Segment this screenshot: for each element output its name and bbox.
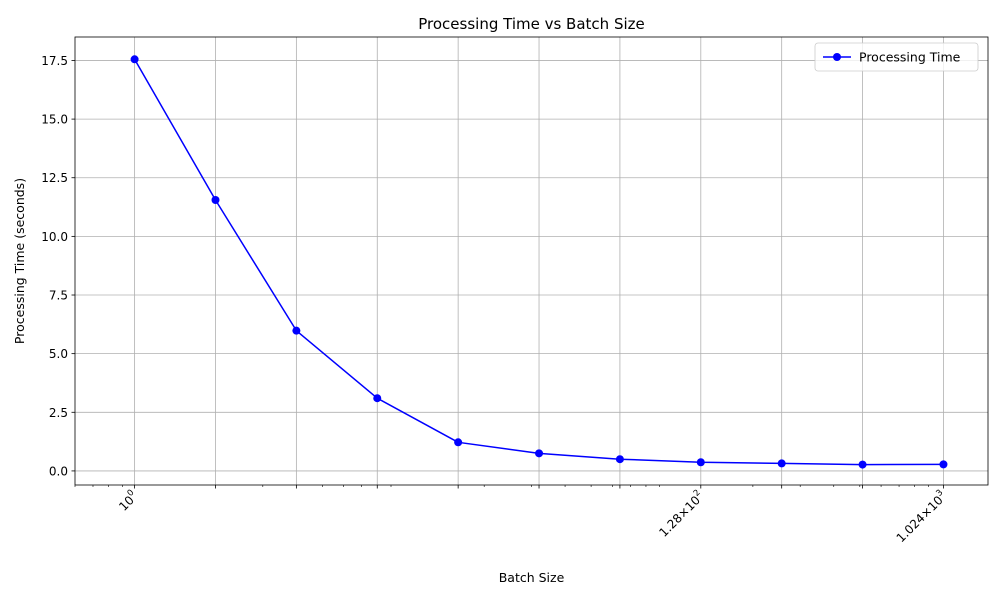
x-axis-label: Batch Size xyxy=(499,570,565,585)
x-tick-label-exponent: 2 xyxy=(692,488,703,499)
data-point xyxy=(858,460,867,469)
legend-marker xyxy=(833,53,841,61)
data-point xyxy=(939,460,948,469)
chart-title: Processing Time vs Batch Size xyxy=(418,15,644,33)
y-tick-label: 15.0 xyxy=(41,113,68,127)
data-point xyxy=(615,455,624,464)
x-tick-label-exponent: 3 xyxy=(934,488,945,499)
y-tick-label: 7.5 xyxy=(49,289,68,303)
data-point xyxy=(292,326,301,335)
y-tick-label: 10.0 xyxy=(41,230,68,244)
y-tick-label: 5.0 xyxy=(49,347,68,361)
y-tick-label: 12.5 xyxy=(41,171,68,185)
data-point xyxy=(130,55,139,64)
series-layer xyxy=(130,55,948,469)
data-point xyxy=(535,449,544,458)
grid xyxy=(75,37,988,485)
series-0 xyxy=(130,55,948,469)
y-axis-label: Processing Time (seconds) xyxy=(12,178,27,344)
legend-label: Processing Time xyxy=(859,50,961,65)
y-tick-label: 2.5 xyxy=(49,406,68,420)
x-tick-label-exponent: 0 xyxy=(126,488,137,499)
data-point xyxy=(373,394,382,403)
y-tick-label: 0.0 xyxy=(49,464,68,478)
data-point xyxy=(211,196,220,205)
y-axis: 0.0 2.5 5.0 7.5 10.0 12.5 15.0 17.5 xyxy=(41,54,75,478)
data-point xyxy=(696,458,705,467)
legend-box xyxy=(814,42,979,72)
data-point xyxy=(777,459,786,468)
y-tick-label: 17.5 xyxy=(41,54,68,68)
legend: Processing Time xyxy=(814,42,979,72)
data-point xyxy=(454,438,463,447)
